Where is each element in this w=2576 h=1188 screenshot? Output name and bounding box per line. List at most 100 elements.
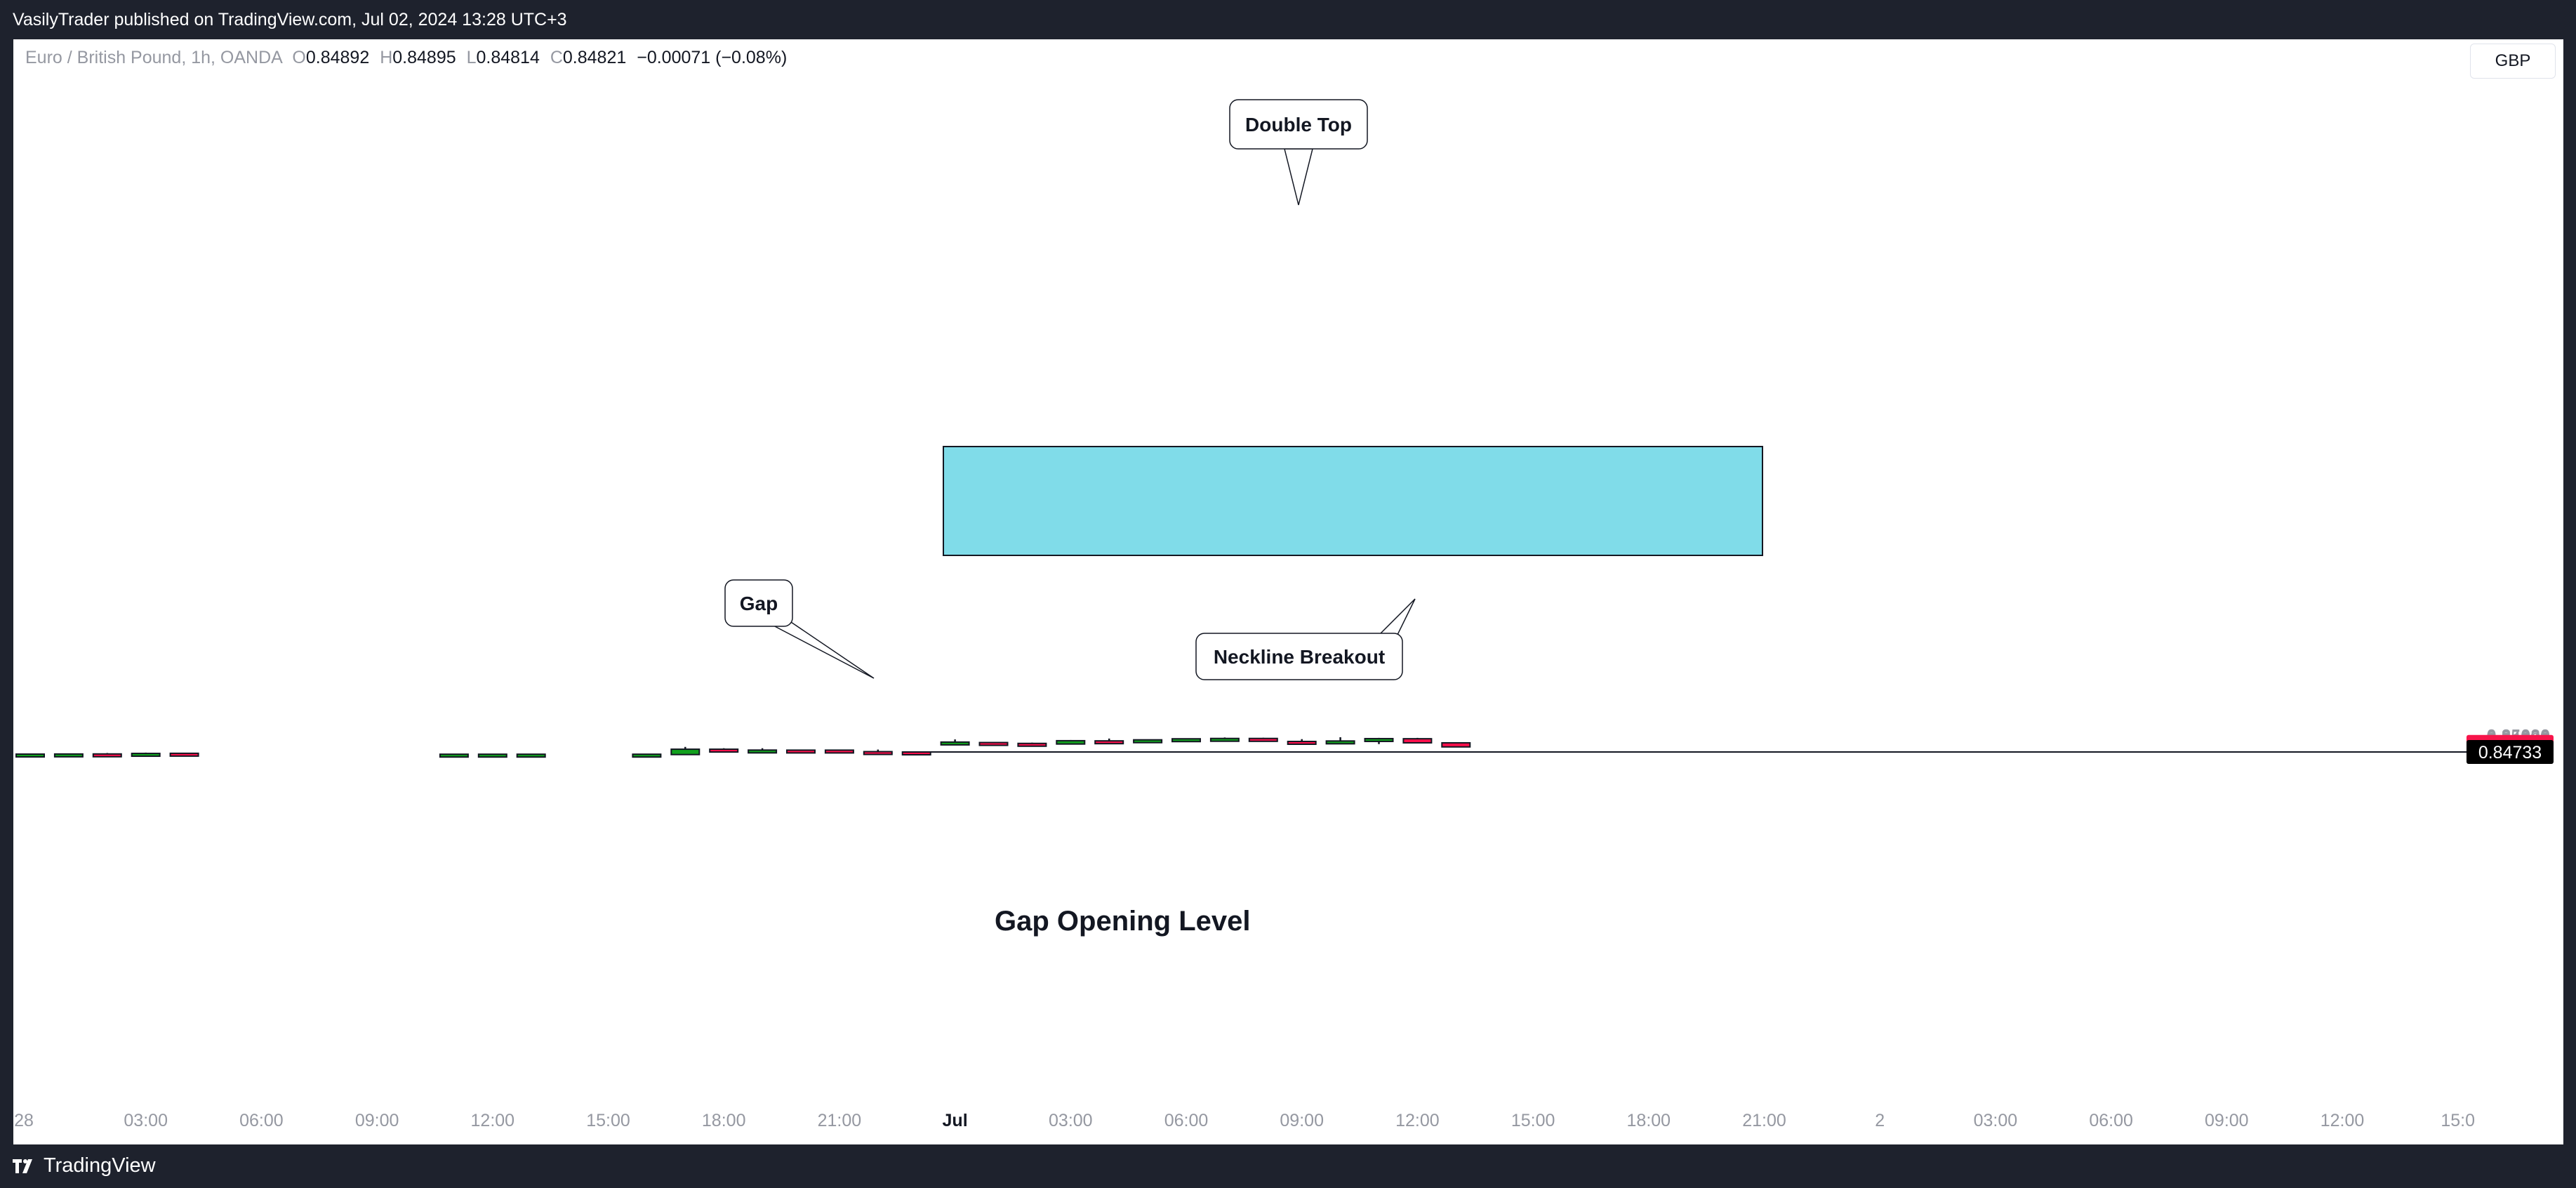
open-label: O [292, 48, 306, 67]
tradingview-brand[interactable]: TradingView [13, 1154, 156, 1177]
candle-1 [53, 753, 84, 758]
candle-body [978, 741, 1009, 746]
double-top-callout: Double Top [1229, 99, 1368, 206]
candle-7 [516, 753, 546, 758]
neckline-breakout-callout-pointer [1378, 598, 1416, 637]
gap-callout: Gap [724, 579, 875, 679]
low-value: 0.84814 [476, 48, 540, 67]
candle-body [169, 752, 199, 757]
x-tick-14: 18:00 [1627, 1111, 1671, 1130]
x-tick-1: 03:00 [124, 1111, 168, 1130]
candle-body [786, 749, 816, 754]
neckline-zone [943, 446, 1763, 556]
candle-body [1364, 737, 1394, 742]
publisher-bar: VasilyTrader published on TradingView.co… [0, 0, 2576, 39]
candle-body [824, 749, 854, 754]
candle-body [1017, 742, 1047, 747]
symbol-name: Euro / British Pound, 1h, OANDA [25, 48, 282, 67]
neckline-breakout-callout: Neckline Breakout [1195, 598, 1416, 680]
x-tick-21: 15:0 [2441, 1111, 2475, 1130]
candle-body [1287, 740, 1317, 745]
x-tick-4: 12:00 [471, 1111, 515, 1130]
candle-10 [709, 748, 739, 753]
candle-body [632, 753, 662, 758]
candle-11 [748, 748, 778, 754]
candle-24 [1248, 737, 1278, 742]
currency-button[interactable]: GBP [2470, 44, 2556, 79]
candle-4 [169, 752, 199, 757]
candle-body [15, 753, 45, 758]
x-tick-10: 06:00 [1164, 1111, 1209, 1130]
candle-9 [670, 746, 701, 755]
candle-21 [1133, 739, 1163, 744]
candle-26 [1325, 737, 1355, 745]
candle-28 [1402, 737, 1433, 744]
candle-body [1056, 739, 1086, 745]
gap-callout-label: Gap [740, 593, 778, 614]
candle-14 [863, 749, 893, 755]
candle-29 [1441, 741, 1471, 748]
x-tick-15: 21:00 [1742, 1111, 1786, 1130]
neckline-breakout-callout-label: Neckline Breakout [1214, 646, 1385, 668]
x-tick-11: 09:00 [1280, 1111, 1324, 1130]
x-tick-12: 12:00 [1395, 1111, 1440, 1130]
gap-opening-level-label: Gap Opening Level [995, 906, 1251, 937]
double-top-callout-pointer [1284, 148, 1313, 206]
x-tick-17: 03:00 [1974, 1111, 2018, 1130]
x-tick-2: 06:00 [239, 1111, 284, 1130]
close-value: 0.84821 [562, 48, 627, 67]
chart-panel[interactable] [13, 39, 2563, 1144]
publisher-text: VasilyTrader published on TradingView.co… [13, 10, 567, 29]
candle-3 [131, 752, 161, 758]
high-label: H [380, 48, 393, 67]
candle-0 [15, 753, 45, 758]
high-value: 0.84895 [392, 48, 456, 67]
candle-body [131, 753, 161, 758]
x-tick-19: 09:00 [2205, 1111, 2249, 1130]
gap-callout-box [724, 579, 793, 627]
candle-17 [978, 741, 1009, 746]
x-tick-8: Jul [943, 1111, 968, 1130]
x-tick-20: 12:00 [2321, 1111, 2365, 1130]
candle-body [477, 753, 507, 758]
candle-20 [1094, 738, 1124, 745]
candle-2 [92, 753, 122, 758]
candle-6 [477, 753, 507, 758]
x-tick-7: 21:00 [818, 1111, 862, 1130]
neckline-breakout-callout-box [1195, 633, 1403, 680]
candle-body [1094, 740, 1124, 745]
candle-5 [439, 753, 469, 758]
gap-level-price-label-text: 0.84733 [2478, 743, 2542, 763]
candle-body [748, 749, 778, 754]
footer-bar: TradingView [0, 1144, 2576, 1188]
x-tick-16: 2 [1875, 1111, 1885, 1130]
x-tick-9: 03:00 [1049, 1111, 1093, 1130]
brand-name: TradingView [44, 1154, 156, 1177]
x-tick-3: 09:00 [355, 1111, 399, 1130]
x-tick-5: 15:00 [586, 1111, 630, 1130]
candle-body [709, 748, 739, 753]
candle-27 [1364, 737, 1394, 744]
close-label: C [550, 48, 563, 67]
candle-body [863, 751, 893, 755]
gap-callout-pointer [770, 620, 875, 679]
symbol-legend: Euro / British Pound, 1h, OANDA O0.84892… [25, 48, 787, 68]
candle-body [53, 753, 84, 758]
gap-level-price-label-bg [2467, 739, 2554, 764]
plot-area [15, 446, 2467, 758]
candle-body [670, 748, 701, 755]
double-top-callout-box [1229, 99, 1368, 150]
candle-body [1402, 738, 1433, 744]
candle-body [901, 751, 931, 755]
candle-body [516, 753, 546, 758]
candle-body [1248, 737, 1278, 742]
tradingview-logo-icon [13, 1159, 32, 1173]
low-label: L [466, 48, 477, 67]
gap-level-price-label: 0.84733 [2467, 739, 2554, 764]
candle-12 [786, 749, 816, 754]
candle-25 [1287, 739, 1317, 745]
candle-13 [824, 749, 854, 754]
candle-8 [632, 753, 662, 758]
open-value: 0.84892 [305, 48, 370, 67]
